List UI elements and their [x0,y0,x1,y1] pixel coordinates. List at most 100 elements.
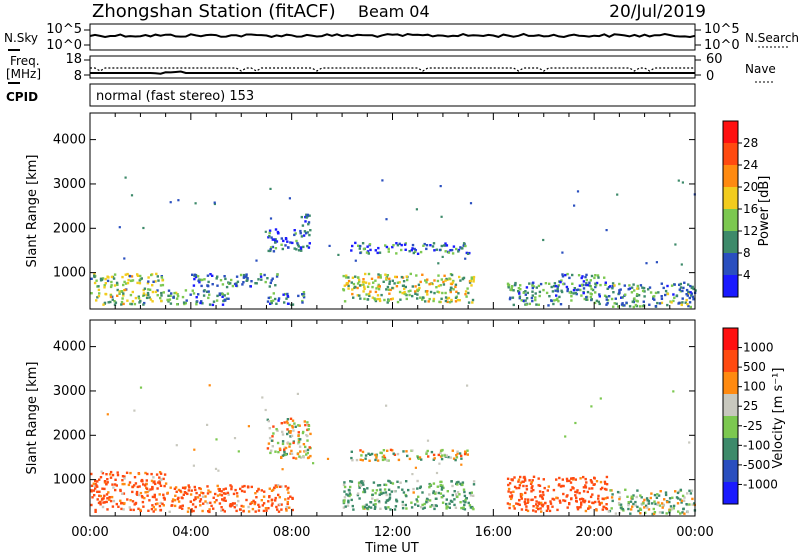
data-cell [124,176,127,179]
data-cell [435,504,438,508]
data-cell [286,488,289,491]
data-cell [405,297,408,301]
data-cell [276,429,279,432]
data-cell [177,488,181,492]
data-cell [449,290,452,294]
data-cell [566,287,569,291]
data-cell [290,449,293,453]
data-cell [594,285,597,289]
data-cell [98,494,101,497]
data-cell [226,491,230,495]
data-cell [254,492,257,495]
data-cell [181,507,184,510]
data-cell [291,419,295,422]
data-cell [429,505,432,508]
data-cell [627,501,630,504]
data-cell [652,512,656,515]
data-cell [349,493,352,496]
data-cell [225,285,229,289]
data-cell [630,286,634,289]
data-cell [616,193,619,196]
data-cell [138,282,142,285]
data-cell [670,508,674,511]
data-cell [510,494,514,497]
velocity-x-ticks [89,320,696,516]
data-cell [215,499,218,502]
data-cell [438,248,442,252]
data-cell [557,300,560,303]
data-cell [116,294,119,297]
data-cell [308,446,311,449]
data-cell [426,293,429,296]
data-cell [252,499,255,503]
colorbar-segment [723,460,738,482]
data-cell [363,504,367,507]
data-cell [271,299,275,302]
data-cell [430,504,434,507]
data-cell [281,430,284,434]
data-cell [302,296,306,299]
data-cell [147,489,151,492]
data-cell [409,289,412,292]
data-cell [107,491,110,494]
data-cell [464,244,467,248]
data-cell [537,477,540,480]
data-cell [363,297,366,301]
data-cell [450,298,453,302]
data-cell [455,290,458,293]
data-cell [171,500,174,503]
data-cell [535,503,538,506]
data-cell [543,486,546,490]
data-cell [389,481,393,484]
data-cell [352,508,355,511]
data-cell [692,298,695,301]
data-cell [161,283,165,287]
data-cell [199,301,202,305]
data-cell [566,289,569,293]
data-cell [285,509,288,512]
data-cell [231,504,234,507]
data-cell [231,502,235,505]
data-cell [388,493,392,496]
data-cell [362,483,365,486]
data-cell [160,291,163,295]
data-cell [215,277,218,280]
data-cell [552,285,556,288]
data-cell [506,282,510,285]
data-cell [453,490,456,493]
data-cell [131,485,134,489]
data-cell [562,499,565,502]
data-cell [508,495,512,498]
data-cell [428,493,431,496]
data-cell [684,301,687,304]
data-cell [371,493,374,496]
data-cell [283,421,286,424]
data-cell [391,286,394,290]
data-cell [435,286,438,289]
data-cell [679,488,682,492]
data-cell [286,500,289,504]
data-cell [457,250,460,253]
data-cell [603,487,607,491]
data-cell [680,263,683,266]
data-cell [343,499,346,502]
data-cell [572,477,575,480]
data-cell [216,494,220,497]
data-cell [363,488,366,492]
data-cell [391,279,394,282]
data-cell [113,284,117,287]
data-cell [432,299,435,303]
data-cell [405,275,408,278]
data-cell [387,488,391,491]
data-cell [512,303,515,307]
data-cell [267,442,271,445]
data-cell [562,282,565,286]
data-cell [207,280,210,284]
data-cell [393,508,397,511]
data-cell [179,505,182,508]
data-cell [151,284,154,287]
data-cell [131,290,134,294]
data-cell [242,510,245,513]
data-cell [528,302,531,306]
data-cell [90,484,94,487]
